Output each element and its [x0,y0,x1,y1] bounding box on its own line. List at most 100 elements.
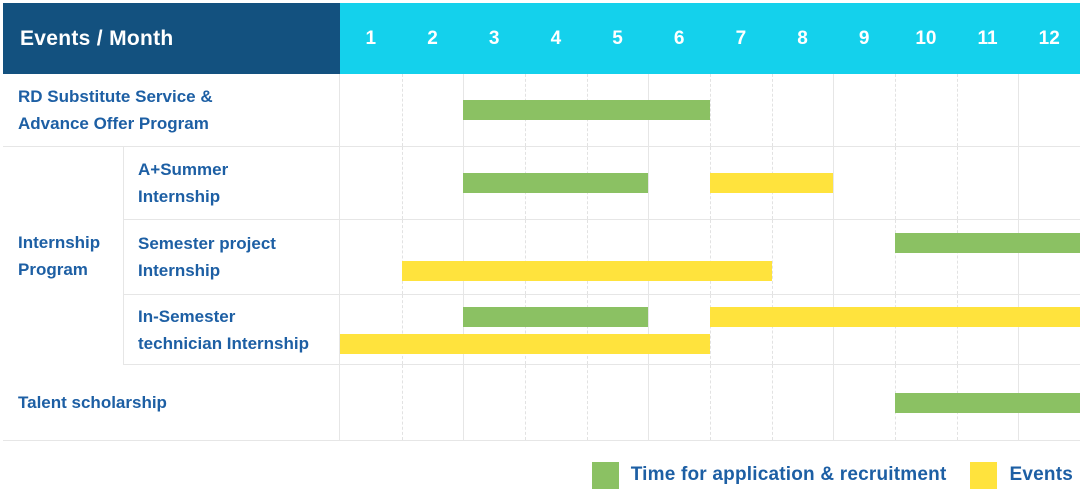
legend-swatch-event [970,461,998,489]
month-grid [340,74,1080,146]
month-gridline [648,147,650,219]
month-grid [340,365,1080,440]
month-gridline [648,365,650,440]
row-label: Talent scholarship [3,365,340,440]
label-line: Program [18,260,88,279]
table-header-row: Events / Month 1 2 3 4 5 6 7 8 9 10 11 12 [3,3,1080,74]
month-gridline [648,220,650,294]
month-gridline [525,365,526,440]
legend: Time for application & recruitment Event… [591,461,1073,489]
label-line: Internship [18,233,101,252]
label-line: Advance Offer Program [18,114,209,133]
row-label: In-Semester technician Internship [124,295,340,364]
month-header-cell: 5 [612,27,623,49]
month-gridline [956,220,958,294]
month-gridline [833,147,835,219]
month-gridline [710,74,711,146]
month-header: 1 2 3 4 5 6 7 8 9 10 11 12 [340,3,1080,74]
gantt-row: A+Summer Internship [124,147,1080,220]
month-gridline [710,295,711,364]
month-gridline [771,74,773,146]
month-header-cell: 8 [797,27,808,49]
gantt-table: Events / Month 1 2 3 4 5 6 7 8 9 10 11 12 RD Substi… [3,3,1080,441]
month-gridline [771,220,773,294]
month-grid [340,220,1080,294]
gantt-row: Semester project Internship [124,220,1080,295]
month-gridline [956,295,958,364]
month-gridline [956,74,958,146]
month-gridline [956,147,958,219]
gantt-bar-event [340,333,710,354]
month-gridline [833,220,835,294]
row-label: A+Summer Internship [124,147,340,219]
month-gridline [525,295,526,364]
row-label: Semester project Internship [124,220,340,294]
header-title: Events / Month [3,3,340,74]
gantt-bar-application [895,392,1080,413]
month-gridline [463,365,465,440]
legend-label-application: Time for application & recruitment [630,464,947,485]
gantt-bar-application [463,100,710,120]
month-gridline [710,365,711,440]
month-gridline [401,147,403,219]
month-gridline [401,365,403,440]
month-gridline [586,365,588,440]
label-line: RD Substitute Service & [18,87,213,106]
month-gridline [1018,220,1020,294]
month-gridline [1018,147,1020,219]
gantt-row: In-Semester technician Internship [124,295,1080,365]
label-line: In-Semester [138,306,236,326]
group-label: Internship Program [3,147,124,365]
gantt-bar-event [710,173,834,193]
gantt-bar-application [463,306,649,327]
gantt-bar-application [895,232,1080,253]
group-subrows: A+Summer Internship Semester project Intern… [124,147,1080,365]
row-label: RD Substitute Service & Advance Offer Pro… [3,74,340,146]
month-grid [340,147,1080,219]
month-gridline [833,295,835,364]
month-header-cell: 1 [365,27,377,49]
month-gridline [895,147,896,219]
month-gridline [895,74,896,146]
label-line: technician Internship [138,333,309,353]
month-gridline [771,365,773,440]
month-header-cell: 3 [488,27,500,49]
label-line: Internship [138,261,221,280]
label-line: Semester project [138,234,276,253]
gantt-body: RD Substitute Service & Advance Offer Pro… [3,74,1080,441]
month-header-cell: 4 [550,27,562,49]
month-gridline [771,295,773,364]
label-line: Internship [138,187,221,206]
month-header-cell: 6 [673,27,685,49]
month-gridline [895,295,896,364]
month-gridline [710,220,711,294]
month-gridline [833,365,835,440]
gantt-bar-event [401,261,772,282]
gantt-row-group: Internship Program A+Summer Internship Semes… [3,147,1080,365]
gantt-row: RD Substitute Service & Advance Offer Pro… [3,74,1080,147]
month-gridline [895,220,896,294]
month-gridline [648,295,650,364]
month-gridline [1018,295,1020,364]
month-header-cell: 7 [735,27,747,49]
month-gridline [401,220,403,294]
gantt-row: Talent scholarship [3,365,1080,441]
month-gridline [586,295,588,364]
month-header-cell: 9 [858,27,870,49]
month-header-cell: 11 [977,27,998,49]
label-line: A+Summer [138,160,229,179]
month-gridline [463,295,465,364]
month-gridline [401,295,403,364]
legend-swatch-application [591,461,619,489]
label-line: Talent scholarship [18,393,167,412]
month-header-cell: 2 [427,27,438,49]
legend-label-event: Events [1009,464,1073,485]
month-gridline [586,220,588,294]
month-gridline [401,74,403,146]
gantt-bar-event [710,306,1080,327]
month-gridline [525,220,526,294]
month-gridline [833,74,835,146]
gantt-bar-application [463,173,649,193]
month-grid [340,295,1080,364]
